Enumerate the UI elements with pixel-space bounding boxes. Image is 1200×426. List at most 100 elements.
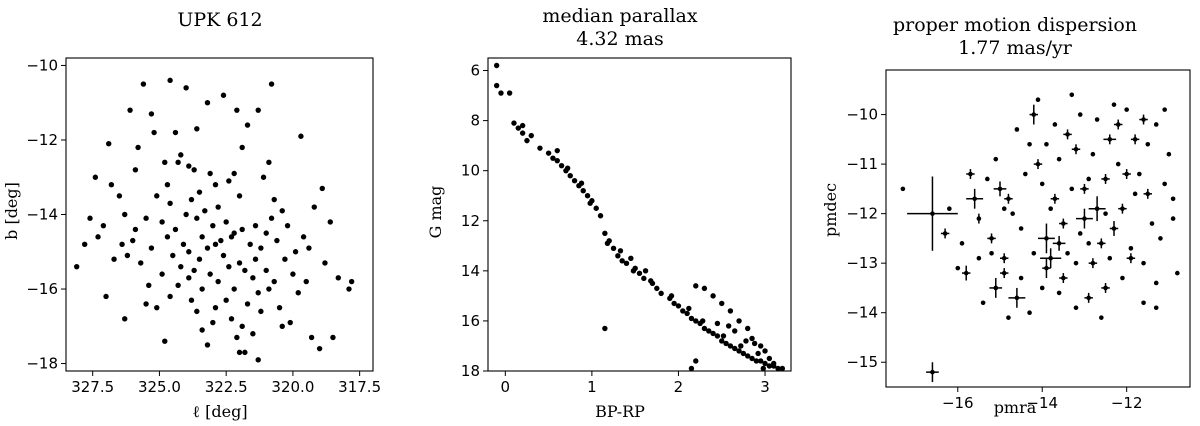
point-marker (1111, 226, 1117, 231)
data-point (244, 122, 251, 128)
data-point (1170, 196, 1176, 202)
point-marker (1120, 275, 1125, 281)
data-point (186, 163, 192, 169)
point-marker (997, 186, 1003, 192)
data-point (247, 241, 253, 248)
data-point (770, 360, 777, 367)
data-point (220, 252, 227, 259)
panel-title: median parallax (542, 5, 697, 27)
data-point (701, 285, 708, 292)
data-point (210, 319, 216, 326)
point-marker (1086, 241, 1091, 246)
point-marker (1170, 216, 1176, 221)
data-point (511, 120, 517, 126)
point-marker (1107, 137, 1113, 142)
point-marker (1006, 196, 1011, 202)
data-point (1153, 305, 1159, 311)
data-point (693, 318, 699, 324)
data-point (236, 349, 243, 356)
data-point (710, 293, 716, 299)
data-point (159, 219, 165, 225)
data-point (231, 170, 237, 177)
point-marker (1073, 305, 1079, 311)
data-point (1114, 119, 1123, 130)
data-point (723, 340, 729, 347)
data-point (593, 205, 599, 211)
data-point (311, 204, 317, 210)
data-point (148, 111, 155, 117)
data-point (1139, 114, 1148, 125)
data-point (159, 271, 165, 277)
point-marker (1065, 132, 1070, 137)
data-point (263, 267, 269, 274)
data-point (989, 250, 994, 256)
y-axis-label: pmdec (821, 183, 840, 237)
y-axis-label: b [deg] (2, 182, 21, 240)
data-point (1006, 315, 1011, 320)
data-point (1010, 211, 1015, 216)
plot-frame (65, 57, 374, 372)
point-marker (1077, 112, 1083, 117)
data-point (250, 331, 256, 337)
y-axis-label: G mag (426, 186, 445, 239)
data-point (966, 188, 984, 209)
data-point (274, 237, 280, 244)
data-point (980, 300, 986, 306)
data-point (263, 230, 269, 236)
data-point (1086, 176, 1091, 182)
data-point (1052, 235, 1066, 251)
data-point (636, 270, 643, 277)
data-point (284, 222, 291, 229)
point-marker (1145, 141, 1151, 147)
data-point (1069, 92, 1075, 98)
y-tick-label: −13 (846, 254, 878, 272)
data-point (900, 186, 906, 192)
data-point (215, 278, 221, 285)
data-point (154, 193, 160, 199)
data-point (1103, 134, 1117, 145)
point-marker (1044, 141, 1049, 147)
data-point (220, 92, 227, 98)
data-point (242, 349, 248, 356)
data-point (779, 365, 786, 372)
data-point (519, 130, 526, 136)
data-point (524, 137, 530, 144)
data-point (167, 293, 173, 300)
point-marker (1069, 186, 1075, 192)
point-marker (930, 211, 935, 216)
data-point (1014, 127, 1020, 132)
data-point (282, 256, 288, 262)
data-point (266, 286, 272, 292)
data-point (619, 258, 625, 264)
point-marker (900, 186, 906, 192)
data-point (719, 338, 725, 344)
point-marker (1090, 151, 1096, 157)
data-point (202, 208, 208, 214)
data-point (1077, 231, 1083, 236)
data-point (151, 129, 157, 136)
data-point (1088, 196, 1106, 222)
data-point (231, 230, 237, 236)
x-tick-label: −16 (942, 394, 974, 412)
data-point (236, 260, 243, 266)
point-marker (1082, 186, 1087, 192)
y-tick-label: 6 (470, 62, 480, 80)
data-point (180, 241, 187, 248)
data-point (519, 122, 526, 129)
data-point (907, 176, 958, 251)
data-point (680, 308, 686, 314)
data-point (1063, 129, 1072, 140)
data-point (73, 263, 80, 270)
data-point (186, 249, 192, 255)
data-point (268, 215, 275, 221)
data-point (1162, 107, 1167, 112)
data-point (762, 360, 768, 367)
data-point (1153, 122, 1159, 127)
point-marker (1099, 315, 1104, 320)
data-point (1048, 206, 1053, 211)
data-point (268, 81, 275, 87)
point-marker (1035, 161, 1041, 167)
data-point (1029, 104, 1038, 125)
data-point (1120, 275, 1125, 281)
data-point (1107, 255, 1113, 261)
